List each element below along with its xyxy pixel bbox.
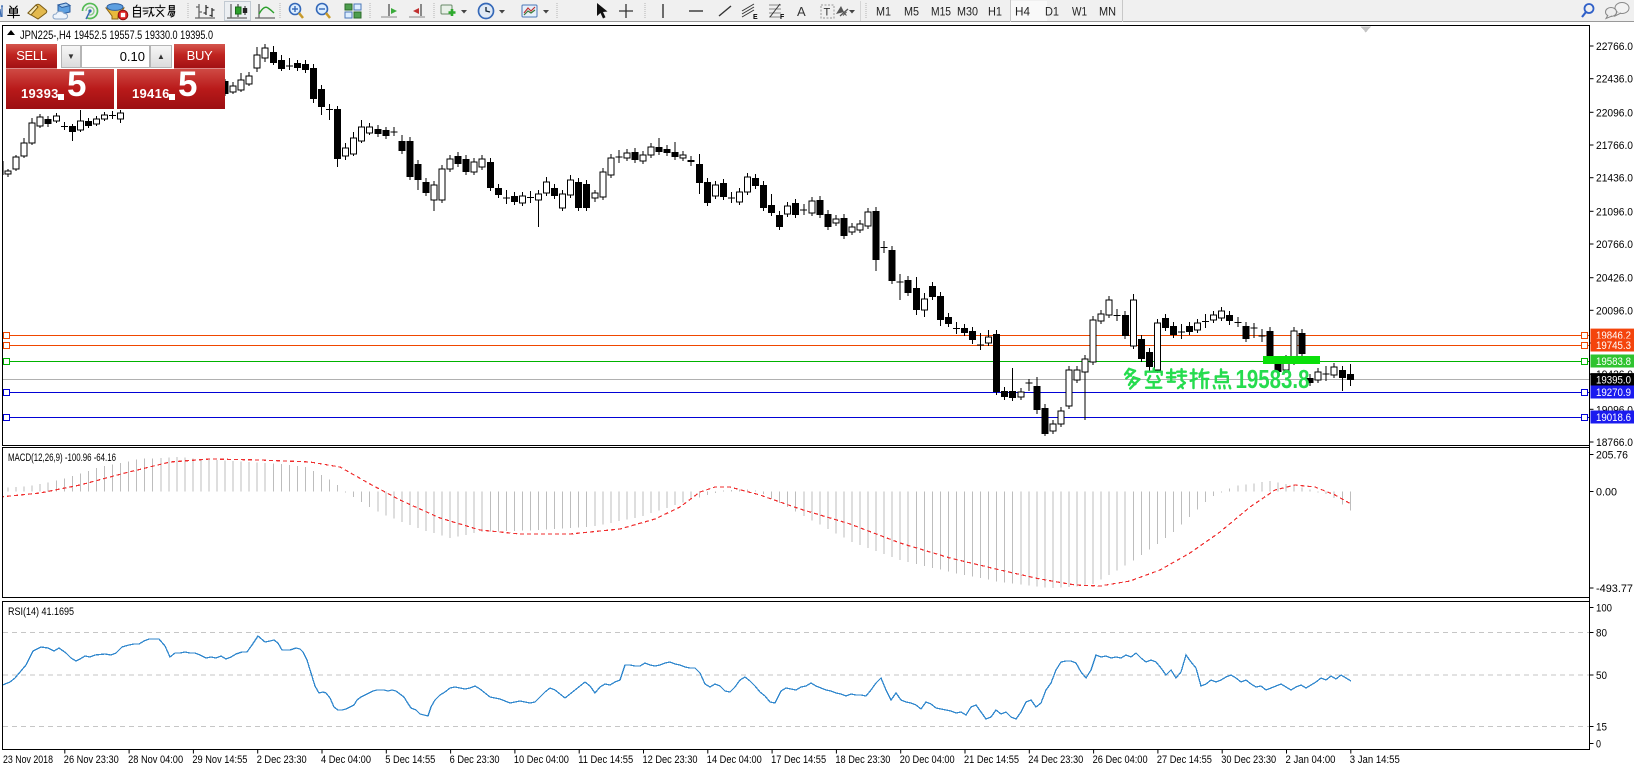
svg-text:27 Dec 14:55: 27 Dec 14:55	[1157, 754, 1212, 766]
svg-text:21096.0: 21096.0	[1596, 206, 1633, 218]
svg-text:29 Nov 14:55: 29 Nov 14:55	[192, 754, 247, 766]
svg-text:11 Dec 14:55: 11 Dec 14:55	[578, 754, 633, 766]
svg-text:F: F	[780, 14, 785, 21]
svg-text:0: 0	[1596, 739, 1601, 751]
svg-text:21 Dec 14:55: 21 Dec 14:55	[964, 754, 1019, 766]
svg-text:15: 15	[1596, 722, 1607, 734]
svg-text:18766.0: 18766.0	[1596, 437, 1633, 449]
svg-text:20766.0: 20766.0	[1596, 239, 1633, 251]
svg-text:23 Nov 2018: 23 Nov 2018	[3, 754, 53, 766]
svg-text:W1: W1	[1072, 5, 1087, 19]
svg-text:28 Nov 04:00: 28 Nov 04:00	[128, 754, 183, 766]
svg-text:50: 50	[1596, 670, 1607, 682]
svg-text:205.76: 205.76	[1596, 450, 1628, 462]
svg-text:80: 80	[1596, 628, 1607, 640]
svg-text:M5: M5	[904, 5, 919, 19]
svg-text:T: T	[824, 7, 831, 19]
svg-text:26 Dec 04:00: 26 Dec 04:00	[1093, 754, 1148, 766]
svg-text:0.00: 0.00	[1596, 487, 1617, 499]
svg-text:12 Dec 23:30: 12 Dec 23:30	[643, 754, 698, 766]
svg-text:5 Dec 14:55: 5 Dec 14:55	[385, 754, 435, 766]
svg-text:19583.8: 19583.8	[1236, 364, 1310, 394]
svg-text:2 Jan 04:00: 2 Jan 04:00	[1286, 754, 1336, 766]
svg-text:20426.0: 20426.0	[1596, 273, 1633, 285]
svg-text:22766.0: 22766.0	[1596, 41, 1633, 53]
svg-text:22096.0: 22096.0	[1596, 107, 1633, 119]
svg-text:19583.8: 19583.8	[1596, 356, 1631, 368]
svg-text:100: 100	[1596, 603, 1612, 615]
svg-text:20 Dec 04:00: 20 Dec 04:00	[900, 754, 955, 766]
svg-text:H1: H1	[988, 5, 1002, 19]
svg-text:-493.77: -493.77	[1596, 583, 1633, 595]
svg-text:3 Jan 14:55: 3 Jan 14:55	[1350, 754, 1400, 766]
svg-text:A: A	[797, 4, 806, 19]
svg-text:21766.0: 21766.0	[1596, 140, 1633, 152]
svg-text:2 Dec 23:30: 2 Dec 23:30	[257, 754, 307, 766]
svg-text:26 Nov 23:30: 26 Nov 23:30	[64, 754, 119, 766]
svg-text:30 Dec 23:30: 30 Dec 23:30	[1221, 754, 1276, 766]
svg-text:MN: MN	[1099, 5, 1116, 19]
svg-text:19270.9: 19270.9	[1596, 387, 1631, 399]
svg-text:18 Dec 23:30: 18 Dec 23:30	[835, 754, 890, 766]
svg-text:H4: H4	[1015, 5, 1030, 19]
svg-text:4 Dec 04:00: 4 Dec 04:00	[321, 754, 371, 766]
svg-text:20096.0: 20096.0	[1596, 305, 1633, 317]
svg-text:14 Dec 04:00: 14 Dec 04:00	[707, 754, 762, 766]
svg-text:M30: M30	[957, 5, 978, 19]
svg-text:RSI(14) 41.1695: RSI(14) 41.1695	[8, 606, 74, 618]
svg-text:M15: M15	[931, 5, 951, 19]
svg-text:MACD(12,26,9) -100.96 -64.16: MACD(12,26,9) -100.96 -64.16	[8, 452, 116, 464]
svg-text:19452.5 19557.5 19330.0 19395.: 19452.5 19557.5 19330.0 19395.0	[74, 28, 213, 42]
svg-text:22436.0: 22436.0	[1596, 74, 1633, 86]
svg-text:E: E	[753, 14, 758, 21]
svg-text:24 Dec 23:30: 24 Dec 23:30	[1028, 754, 1083, 766]
svg-text:6 Dec 23:30: 6 Dec 23:30	[450, 754, 500, 766]
svg-text:JPN225-,H4: JPN225-,H4	[20, 28, 71, 42]
svg-text:19018.6: 19018.6	[1596, 412, 1631, 424]
svg-text:19395.0: 19395.0	[1596, 375, 1631, 387]
svg-text:M1: M1	[876, 5, 891, 19]
svg-text:21436.0: 21436.0	[1596, 173, 1633, 185]
svg-text:D1: D1	[1045, 5, 1059, 19]
svg-text:10 Dec 04:00: 10 Dec 04:00	[514, 754, 569, 766]
svg-text:17 Dec 14:55: 17 Dec 14:55	[771, 754, 826, 766]
svg-text:19745.3: 19745.3	[1596, 340, 1631, 352]
